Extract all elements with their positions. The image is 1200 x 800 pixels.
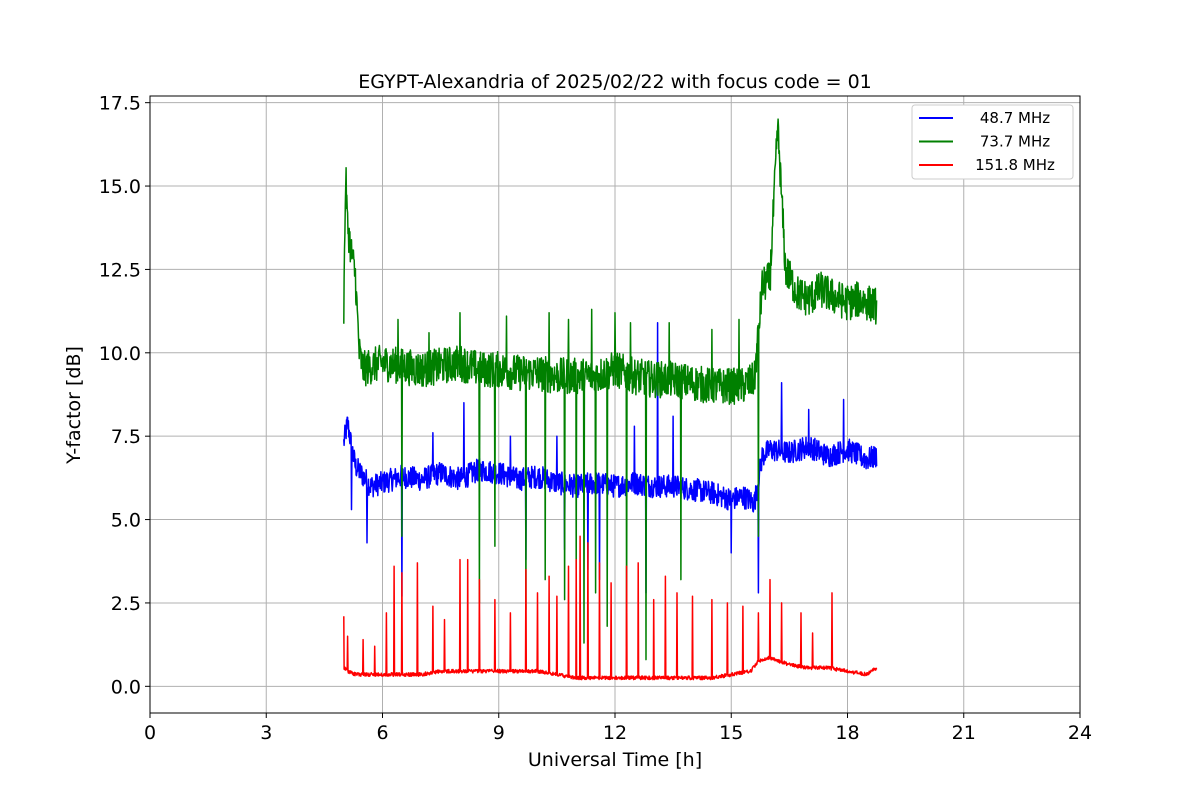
y-tick-label: 7.5 (111, 426, 141, 448)
x-axis: 0 3 6 9 12 15 18 21 24 (144, 713, 1092, 744)
y-tick-label: 2.5 (111, 593, 141, 615)
x-tick-label: 0 (144, 722, 156, 744)
legend-label: 73.7 MHz (980, 133, 1050, 151)
series-line-3 (343, 535, 878, 681)
x-tick-label: 9 (493, 722, 505, 744)
x-tick-label: 3 (260, 722, 272, 744)
x-axis-label: Universal Time [h] (528, 749, 702, 771)
y-tick-label: 15.0 (99, 176, 141, 198)
series-line-1 (343, 322, 878, 598)
x-tick-label: 18 (835, 722, 859, 744)
y-tick-label: 10.0 (99, 343, 141, 365)
legend: 48.7 MHz 73.7 MHz 151.8 MHz (911, 104, 1074, 180)
x-tick-label: 21 (952, 722, 976, 744)
y-axis-label: Y-factor [dB] (63, 346, 85, 465)
y-tick-label: 0.0 (111, 676, 141, 698)
series-layer (343, 118, 878, 681)
series-line-2 (343, 118, 878, 661)
x-tick-label: 12 (603, 722, 627, 744)
chart-title: EGYPT-Alexandria of 2025/02/22 with focu… (358, 71, 872, 93)
legend-label: 48.7 MHz (980, 109, 1050, 127)
grid (149, 96, 1081, 713)
x-tick-label: 6 (376, 722, 388, 744)
y-tick-label: 17.5 (99, 93, 141, 115)
x-tick-label: 15 (719, 722, 743, 744)
legend-label: 151.8 MHz (975, 156, 1055, 174)
legend-box (911, 104, 1074, 180)
y-axis: 0.0 2.5 5.0 7.5 10.0 12.5 15.0 17.5 (99, 93, 150, 698)
plot-area (149, 95, 1081, 714)
y-tick-label: 12.5 (99, 259, 141, 281)
y-tick-label: 5.0 (111, 510, 141, 532)
x-tick-label: 24 (1068, 722, 1092, 744)
